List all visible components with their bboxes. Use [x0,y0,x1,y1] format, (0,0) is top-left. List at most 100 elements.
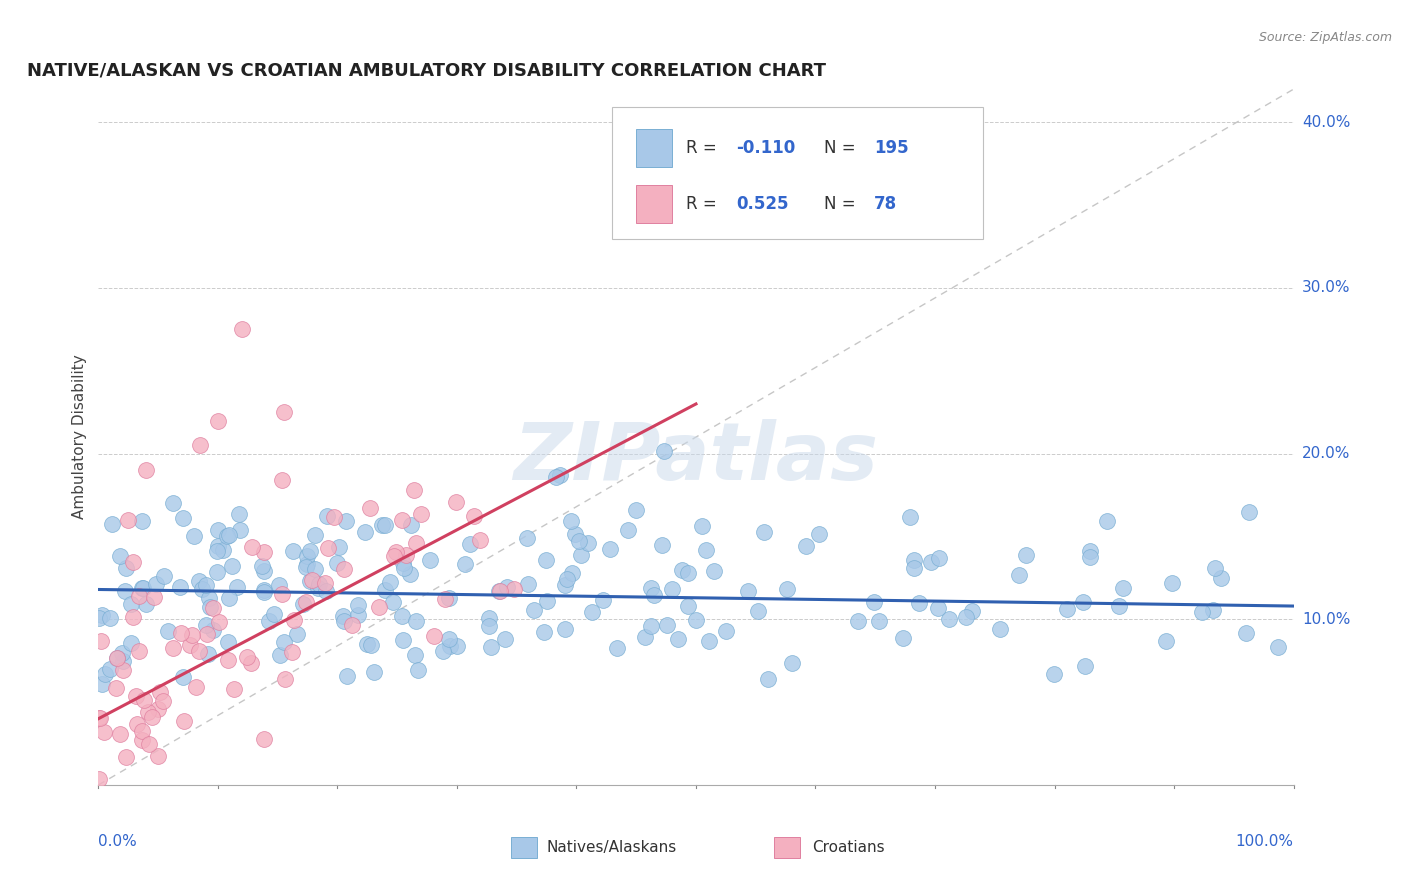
Point [191,582,214,596]
Point [561,566,583,580]
Point [188,438,211,452]
Point [218,591,240,605]
Point [138,737,160,751]
Text: 0.0%: 0.0% [98,834,138,848]
Point [128,589,150,603]
Point [186,680,208,694]
Point [315,584,337,599]
Point [297,557,319,571]
Point [326,556,349,570]
Bar [773,837,800,858]
Point [517,576,540,591]
Point [217,653,239,667]
Point [411,507,433,521]
Point [903,560,925,574]
Point [807,527,830,541]
Point [194,578,217,592]
Point [172,511,194,525]
Point [404,648,426,662]
Point [135,598,157,612]
Point [207,615,229,629]
Point [522,603,544,617]
Point [908,596,931,610]
Point [146,702,169,716]
Point [676,599,699,614]
Point [153,569,176,583]
Point [747,604,769,618]
Point [111,663,134,677]
Point [592,593,614,607]
Point [205,544,228,558]
Point [301,573,323,587]
Point [368,599,391,614]
Point [149,684,172,698]
Point [117,513,139,527]
Point [94,666,117,681]
Point [468,533,491,547]
Point [392,633,415,648]
Point [205,566,228,580]
Point [371,518,394,533]
Point [502,582,524,597]
Point [273,634,295,648]
Point [257,614,280,628]
Point [285,627,308,641]
Point [395,548,418,562]
Point [229,523,252,537]
Point [156,624,179,639]
Point [1078,549,1101,564]
Point [263,607,285,622]
Point [576,536,599,550]
Text: Natives/Alaskans: Natives/Alaskans [547,840,676,855]
Point [316,508,339,523]
FancyBboxPatch shape [613,106,983,239]
Point [392,556,415,570]
Point [128,644,150,658]
Point [304,562,326,576]
Point [304,527,326,541]
Point [758,672,780,686]
Point [1237,505,1260,519]
Point [115,561,138,575]
Point [439,640,461,654]
Point [90,633,112,648]
Point [920,555,942,569]
Point [110,549,132,563]
Point [90,607,112,622]
Point [202,600,225,615]
Point [661,582,683,596]
Point [453,557,475,571]
Point [868,614,890,628]
Point [571,548,593,562]
Point [269,648,291,662]
Point [131,581,153,595]
Point [776,582,799,597]
Point [122,555,145,569]
Point [898,509,921,524]
Point [479,640,502,654]
Point [274,672,297,686]
Point [422,629,444,643]
Point [142,590,165,604]
Point [108,727,131,741]
Point [655,618,678,632]
Text: ZIPatlas: ZIPatlas [513,419,879,497]
Point [676,566,699,581]
Point [105,681,128,695]
Point [173,714,195,729]
Point [1161,575,1184,590]
Point [298,543,321,558]
Point [100,611,122,625]
Point [198,591,221,605]
Point [308,576,330,591]
Point [1234,626,1257,640]
Text: R =: R = [686,138,723,157]
Point [754,525,776,540]
Point [267,578,290,592]
Point [218,528,240,542]
Point [316,541,339,555]
Point [253,731,276,746]
Point [131,723,153,738]
Point [253,565,276,579]
Point [1056,602,1078,616]
